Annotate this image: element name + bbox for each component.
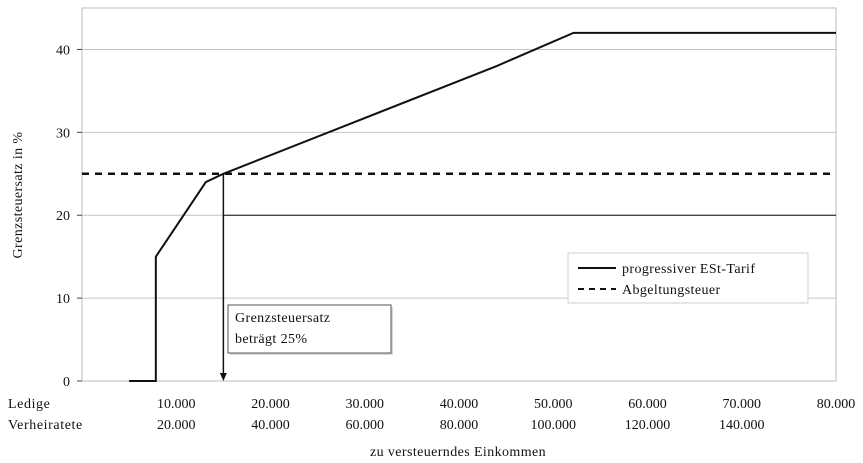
annotation-box: [227, 304, 392, 354]
x-tick-label-verheiratete-6: 120.000: [625, 418, 671, 433]
x-tick-label-verheiratete-3: 60.000: [346, 418, 385, 433]
x-tick-label-verheiratete-7: 140.000: [719, 418, 765, 433]
x-tick-label-ledige-6: 60.000: [628, 397, 667, 412]
series-progressiver-tarif: [129, 31, 836, 382]
y-tick-label-10: 10: [56, 292, 70, 307]
x-tick-label-verheiratete-4: 80.000: [440, 418, 479, 433]
x-tick-label-verheiratete-5: 100.000: [531, 418, 577, 433]
legend-box: [567, 252, 809, 304]
x-tick-label-ledige-2: 20.000: [251, 397, 290, 412]
annotation-line-2: beträgt 25%: [235, 332, 307, 347]
annotation: Grenzsteuersatz beträgt 25%: [227, 304, 393, 355]
y-tick-label-30: 30: [56, 126, 70, 141]
series-group: [82, 31, 836, 382]
x-tick-label-ledige-5: 50.000: [534, 397, 573, 412]
legend: progressiver ESt-Tarif Abgeltungsteuer: [567, 252, 809, 304]
x-axis-ticks: 10.000 20.000 30.000 40.000 50.000 60.000 70.0…: [157, 397, 855, 433]
x-axis-title: zu versteuerndes Einkommen: [370, 445, 546, 460]
y-tick-label-20: 20: [56, 209, 70, 224]
y-axis-ticks: 0 10 20 30 40: [56, 43, 82, 390]
x-tick-label-ledige-3: 30.000: [346, 397, 385, 412]
plot-area-frame: [81, 7, 837, 382]
row-label-ledige: Ledige: [8, 397, 50, 412]
annotation-line-1: Grenzsteuersatz: [235, 311, 330, 326]
x-tick-label-ledige-1: 10.000: [157, 397, 196, 412]
row-label-verheiratete: Verheiratete: [8, 418, 83, 433]
x-tick-label-ledige-8: 80.000: [817, 397, 856, 412]
x-tick-label-ledige-7: 70.000: [723, 397, 762, 412]
y-tick-label-0: 0: [63, 375, 70, 390]
y-tick-label-40: 40: [56, 43, 70, 58]
x-tick-label-verheiratete-2: 40.000: [251, 418, 290, 433]
legend-label-abgeltung: Abgeltungsteuer: [622, 283, 721, 298]
y-axis-title: Grenzsteuersatz in %: [11, 132, 26, 259]
x-tick-label-ledige-4: 40.000: [440, 397, 479, 412]
legend-label-progressiv: progressiver ESt-Tarif: [622, 262, 755, 277]
x-tick-label-verheiratete-1: 20.000: [157, 418, 196, 433]
annotation-arrow-head: [219, 373, 227, 381]
